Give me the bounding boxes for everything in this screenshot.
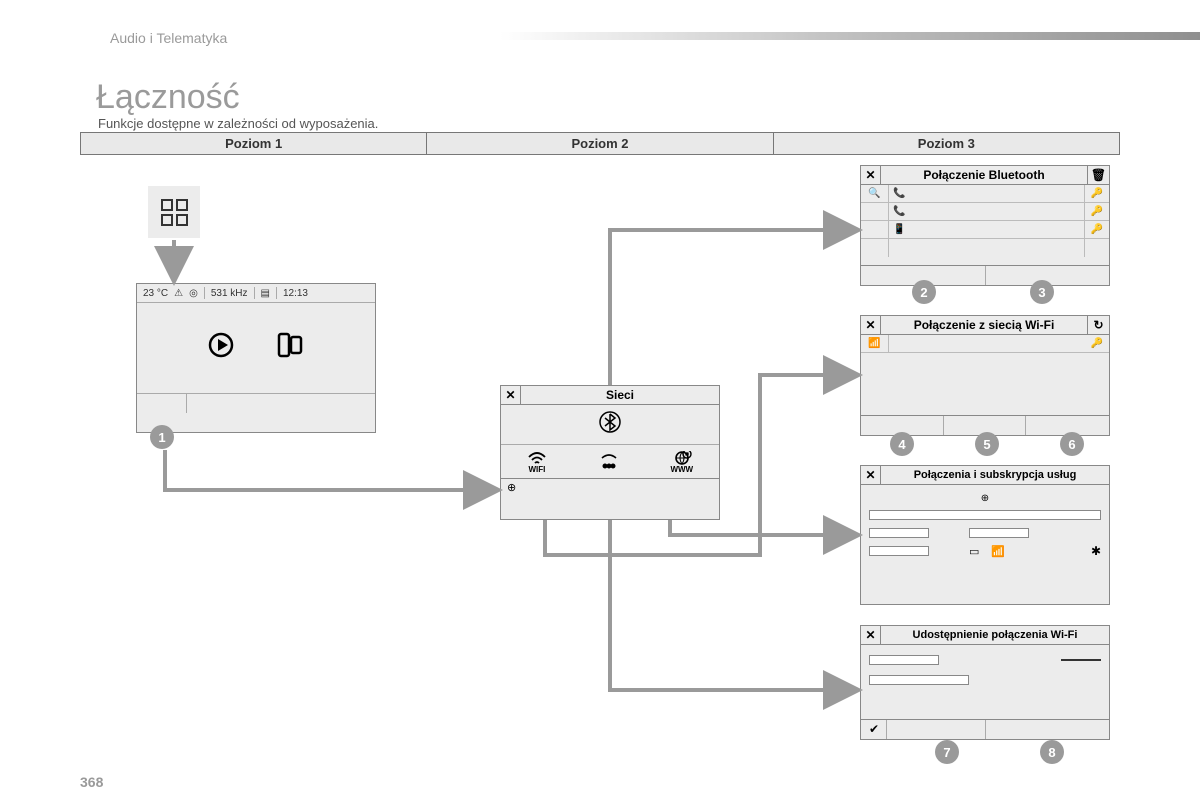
globe-icon: ⊕ (507, 481, 516, 494)
home-tabs (137, 393, 375, 413)
close-icon[interactable]: ✕ (861, 316, 881, 334)
toggle-icon[interactable]: ▭ (969, 545, 979, 558)
manual-page: Audio i Telematyka Łączność Funkcje dost… (0, 0, 1200, 800)
badge-6: 6 (1060, 432, 1084, 456)
apps-grid-button[interactable] (148, 186, 200, 238)
grid-icon (161, 199, 188, 226)
bluetooth-title: Połączenie Bluetooth (881, 166, 1087, 184)
badge-1: 1 (150, 425, 174, 449)
globe-icon: ⊕ (869, 493, 1101, 504)
badge-3: 3 (1030, 280, 1054, 304)
level2-header: Poziom 2 (427, 133, 773, 155)
search-icon[interactable]: 🔍 (861, 185, 889, 202)
key-icon: 🔑 (1085, 203, 1109, 220)
check-icon[interactable]: ✔ (869, 722, 879, 736)
wifi-small-icon: 📶 (991, 545, 1005, 558)
home-icons-row (137, 303, 375, 393)
key-icon: 🔑 (1085, 221, 1109, 238)
www-icon[interactable]: WWW (670, 451, 693, 474)
networks-footer: ⊕ (501, 478, 719, 498)
refresh-icon[interactable]: ↻ (1087, 316, 1109, 334)
wifi-title: Połączenie z siecią Wi-Fi (881, 316, 1087, 334)
wifi-panel: ✕ Połączenie z siecią Wi-Fi ↻ 📶 🔑 (860, 315, 1110, 436)
badge-2: 2 (912, 280, 936, 304)
page-number: 368 (80, 774, 103, 790)
badge-5: 5 (975, 432, 999, 456)
page-title: Łączność (96, 78, 240, 117)
phone-device-icon[interactable] (275, 331, 305, 366)
phone-icon: 📞 (889, 203, 1085, 220)
phone-icon: 📞 (889, 185, 1085, 202)
status-bar: 23 °C ⚠ ◎ 531 kHz ▤ 12:13 (137, 284, 375, 303)
temp-label: 23 °C (143, 288, 168, 299)
freq-label: 531 kHz (211, 288, 248, 299)
level3-header: Poziom 3 (773, 133, 1119, 155)
level1-header: Poziom 1 (81, 133, 427, 155)
bluetooth-small-icon: ✱ (1091, 544, 1101, 558)
wifi-share-panel: ✕ Udostępnienie połączenia Wi-Fi ✔ (860, 625, 1110, 740)
list-icon: ▤ (261, 288, 270, 299)
time-label: 12:13 (283, 288, 308, 299)
home-screen-panel: 23 °C ⚠ ◎ 531 kHz ▤ 12:13 (136, 283, 376, 433)
networks-panel: ✕ Sieci WIFI WWW (500, 385, 720, 520)
bluetooth-panel: ✕ Połączenie Bluetooth 🗑 🔍📞🔑 📞🔑 📱🔑 (860, 165, 1110, 286)
device-icon: 📱 (889, 221, 1085, 238)
page-subtitle: Funkcje dostępne w zależności od wyposaż… (98, 116, 378, 131)
key-icon: 🔑 (1085, 185, 1109, 202)
trash-icon[interactable]: 🗑 (1087, 166, 1109, 184)
share-icon[interactable] (599, 454, 619, 472)
play-icon[interactable] (207, 331, 235, 366)
target-icon: ◎ (189, 288, 198, 299)
services-title: Połączenia i subskrypcja usług (881, 467, 1109, 483)
wifi-signal-icon: 📶 (861, 335, 889, 352)
wifi-icon[interactable]: WIFI (527, 451, 547, 474)
badge-4: 4 (890, 432, 914, 456)
close-icon[interactable]: ✕ (861, 626, 881, 644)
warning-icon: ⚠ (174, 288, 183, 299)
badge-7: 7 (935, 740, 959, 764)
services-panel: ✕ Połączenia i subskrypcja usług ⊕ ▭ 📶 ✱ (860, 465, 1110, 605)
wifi-share-title: Udostępnienie połączenia Wi-Fi (881, 627, 1109, 643)
badge-8: 8 (1040, 740, 1064, 764)
key-icon: 🔑 (1085, 335, 1109, 352)
level-header-table: Poziom 1 Poziom 2 Poziom 3 (80, 132, 1120, 155)
section-label: Audio i Telematyka (110, 30, 227, 46)
networks-title: Sieci (521, 386, 719, 404)
close-icon[interactable]: ✕ (501, 386, 521, 404)
bluetooth-icon[interactable] (599, 411, 621, 438)
close-icon[interactable]: ✕ (861, 466, 881, 484)
header-gradient (500, 32, 1200, 40)
close-icon[interactable]: ✕ (861, 166, 881, 184)
